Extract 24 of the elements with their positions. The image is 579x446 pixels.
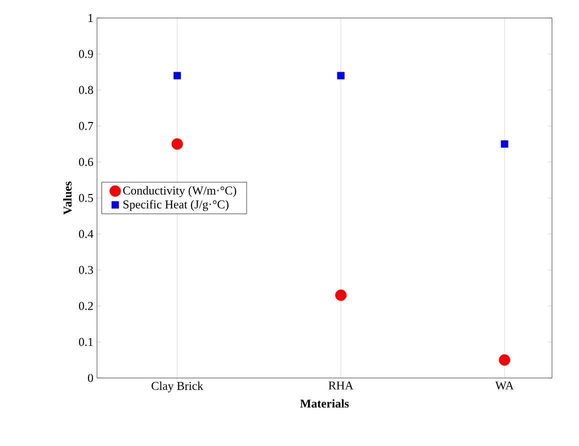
y-tick-label: 0 bbox=[88, 374, 94, 382]
y-tick-label: 0.4 bbox=[78, 230, 94, 238]
y-axis-title: Values bbox=[63, 182, 72, 215]
y-tick-label: 0.1 bbox=[78, 338, 93, 346]
point bbox=[174, 72, 181, 80]
y-tick-label: 0.9 bbox=[78, 50, 93, 58]
point bbox=[335, 290, 347, 301]
y-tick-label: 0.8 bbox=[78, 86, 94, 94]
point bbox=[337, 72, 345, 80]
x-tick-label: RHA bbox=[328, 382, 354, 390]
point bbox=[498, 354, 510, 366]
legend-label: Specific Heat (J/g·°C) bbox=[123, 200, 229, 211]
y-tick-label: 1 bbox=[88, 14, 93, 22]
y-tick-label: 0.2 bbox=[78, 302, 93, 310]
x-tick-label: WA bbox=[495, 382, 514, 390]
y-tick-label: 0.6 bbox=[78, 158, 94, 166]
point bbox=[172, 138, 183, 150]
x-tick-label: Clay Brick bbox=[152, 382, 204, 392]
legend-label: Conductivity (W/m·°C) bbox=[123, 186, 236, 198]
y-tick-label: 0.3 bbox=[78, 266, 94, 274]
y-tick-label: 0.5 bbox=[78, 194, 94, 202]
x-axis-title: Materials bbox=[300, 399, 349, 408]
y-tick-label: 0.7 bbox=[78, 122, 94, 130]
point bbox=[500, 140, 508, 148]
